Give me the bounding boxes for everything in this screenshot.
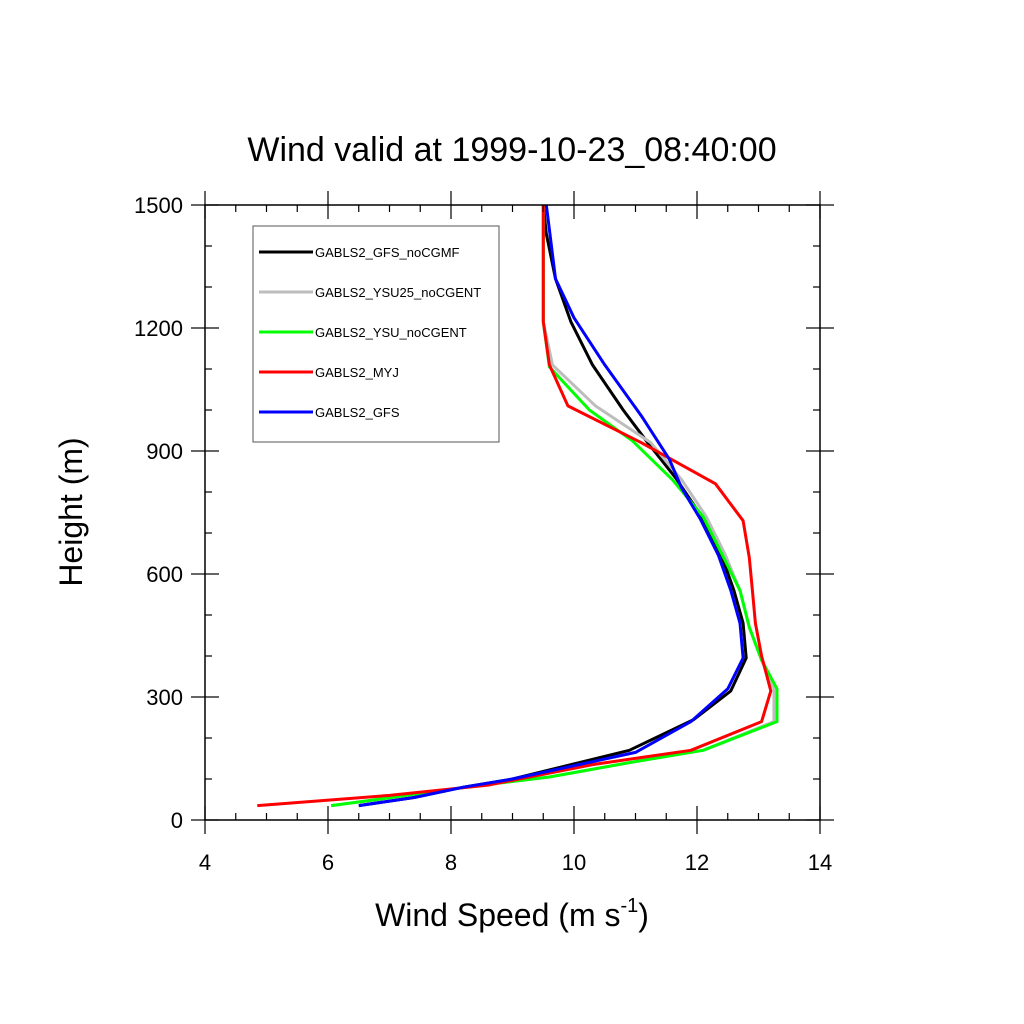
y-tick-label: 600 (146, 562, 183, 587)
series-line-5 (358, 204, 745, 808)
y-tick-label: 0 (171, 808, 183, 833)
x-axis-label-main: Wind Speed (m s (375, 897, 620, 933)
legend-label-2: GABLS2_YSU25_noCGENT (315, 285, 481, 300)
legend-label-1: GABLS2_GFS_noCGMF (315, 245, 460, 260)
x-axis-label: Wind Speed (m s-1) (375, 895, 649, 933)
chart-title: Wind valid at 1999-10-23_08:40:00 (247, 131, 776, 169)
x-tick-label: 4 (199, 850, 211, 875)
legend: GABLS2_GFS_noCGMF GABLS2_YSU25_noCGENT GAB… (252, 225, 500, 443)
axes-layer: 4 6 8 10 12 14 0 300 600 900 1200 1500 (134, 191, 834, 875)
y-tick-label: 300 (146, 685, 183, 710)
y-tick-label: 1500 (134, 193, 183, 218)
legend-label-5: GABLS2_GFS (315, 405, 400, 420)
series-line-4 (257, 205, 773, 808)
x-tick-label: 6 (322, 850, 334, 875)
x-tick-label: 8 (445, 850, 457, 875)
y-tick-label: 900 (146, 439, 183, 464)
x-tick-label: 10 (562, 850, 586, 875)
legend-box (252, 225, 500, 443)
y-axis-label: Height (m) (53, 437, 89, 586)
series-layer (257, 204, 779, 808)
x-tick-label: 14 (808, 850, 832, 875)
y-tick-label: 1200 (134, 316, 183, 341)
x-tick-label: 12 (685, 850, 709, 875)
x-axis-label-superscript: -1 (620, 895, 638, 917)
legend-label-4: GABLS2_MYJ (315, 365, 399, 380)
legend-label-3: GABLS2_YSU_noCGENT (315, 325, 467, 340)
x-axis-label-close: ) (638, 897, 649, 933)
